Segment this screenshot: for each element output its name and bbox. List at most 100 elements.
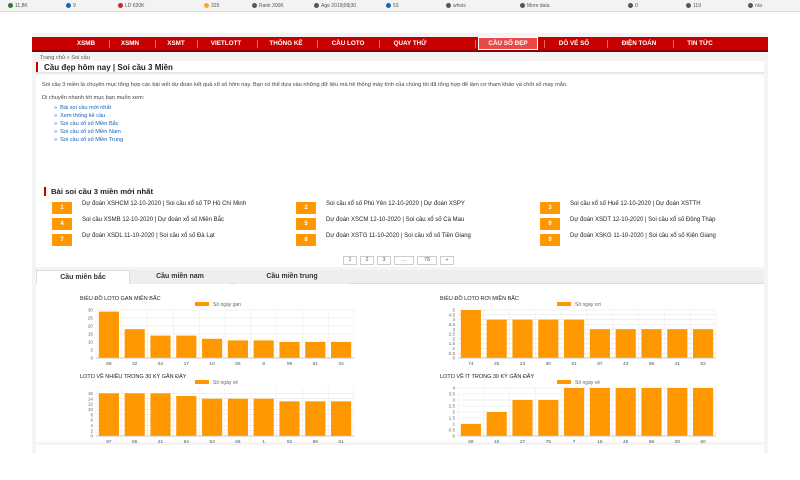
y-tick-label: 25 <box>88 316 94 321</box>
counter-icon <box>748 3 753 8</box>
page-button[interactable]: » <box>440 256 454 265</box>
page-button[interactable]: 3 <box>377 256 391 265</box>
post-title-link[interactable]: Dự đoán XSTG 11-10-2020 | Soi cầu xổ số … <box>326 233 471 239</box>
bar <box>98 393 119 436</box>
x-tick-label: 41 <box>675 361 681 367</box>
post-title-link[interactable]: Dự đoán XSCM 12-10-2020 | Soi cầu xổ số … <box>326 217 465 223</box>
toolbar-item-label: 0 <box>635 3 638 9</box>
post-title-link[interactable]: Dự đoán XSKG 11-10-2020 | Soi cầu xổ số … <box>570 233 716 239</box>
nav-item-9[interactable]: ĐIỆN TOÁN <box>621 40 657 47</box>
region-tabs: Cầu miền bắc Cầu miền nam Cầu miền trung <box>36 270 764 284</box>
nav-item-1[interactable]: XSMN <box>120 40 140 47</box>
toolbar-item-label: 119 <box>693 3 701 9</box>
toolbar-item-label: LD 630K <box>125 3 145 9</box>
toolbar-item[interactable]: 0 <box>628 3 638 9</box>
bar <box>202 338 223 358</box>
x-tick-label: 69 <box>106 361 112 367</box>
post-item[interactable]: 3 Soi cầu xổ số Huế 12-10-2020 | Dự đoán … <box>540 200 776 216</box>
post-number-badge: 5 <box>296 218 316 230</box>
bar <box>512 400 533 436</box>
toolbar-item[interactable]: 11,8K <box>8 3 28 9</box>
toolbar-item[interactable]: whois <box>446 3 466 9</box>
nav-item-2[interactable]: XSMT <box>167 40 185 47</box>
y-tick-label: 4 <box>452 317 455 322</box>
x-tick-label: 92 <box>287 439 293 445</box>
nav-item-4[interactable]: THỐNG KÊ <box>269 40 303 47</box>
post-item[interactable]: 5 Dự đoán XSCM 12-10-2020 | Soi cầu xổ số… <box>296 216 532 232</box>
quick-nav-link[interactable]: Soi cầu xổ số Miền Trung <box>54 136 758 144</box>
x-tick-label: 96 <box>649 361 655 367</box>
quick-nav-link[interactable]: Soi cầu xổ số Miền Bắc <box>54 120 758 128</box>
intro-paragraph: Soi cầu 3 miền là chuyên mục tổng hợp cá… <box>42 82 568 88</box>
x-tick-label: 87 <box>597 361 603 367</box>
page-container: XSMB XSMN XSMT VIETLOTT THỐNG KÊ CẦU LOTO QUAY… <box>32 33 768 453</box>
chevron-down-icon <box>520 3 525 8</box>
post-item[interactable]: 4 Soi cầu XSMB 12-10-2020 | Dự đoán xổ số… <box>52 216 288 232</box>
post-item[interactable]: 9 Dự đoán XSKG 11-10-2020 | Soi cầu xổ số… <box>540 232 776 248</box>
toolbar-item[interactable]: Age 2019|09|30 <box>314 3 356 9</box>
bar <box>615 388 636 436</box>
toolbar-item[interactable]: 119 <box>686 3 701 9</box>
post-number-badge: 6 <box>540 218 560 230</box>
post-title-link[interactable]: Soi cầu XSMB 12-10-2020 | Dự đoán xổ số … <box>82 217 224 223</box>
legend-label: Số ngày rơi <box>575 302 601 308</box>
breadcrumb-home-link[interactable]: Trang chủ <box>40 55 65 61</box>
quick-nav-link[interactable]: Soi cầu xổ số Miền Nam <box>54 128 758 136</box>
toolbar-item[interactable]: Rank 300K <box>252 3 284 9</box>
index-icon <box>204 3 209 8</box>
quick-nav-link[interactable]: Xem thống kê cầu <box>54 112 758 120</box>
latest-posts-title: Bài soi cầu 3 miền mới nhất <box>51 187 154 196</box>
toolbar-item[interactable]: More data <box>520 3 550 9</box>
x-tick-label: 34 <box>338 361 344 367</box>
nav-item-6[interactable]: QUAY THỬ <box>393 40 427 47</box>
post-title-link[interactable]: Dự đoán XSDL 11-10-2020 | Soi cầu xổ số … <box>82 233 215 239</box>
y-tick-label: 6 <box>90 418 93 423</box>
post-item[interactable]: 7 Dự đoán XSDL 11-10-2020 | Soi cầu xổ số… <box>52 232 288 248</box>
post-item[interactable]: 1 Dự đoán XSHCM 12-10-2020 | Soi cầu xổ s… <box>52 200 288 216</box>
bar <box>615 329 636 358</box>
nav-item-5[interactable]: CẦU LOTO <box>331 40 365 47</box>
post-title-link[interactable]: Soi cầu xổ số Phú Yên 12-10-2020 | Dự đo… <box>326 201 465 207</box>
bar <box>641 329 662 358</box>
toolbar-item[interactable]: 53 <box>386 3 399 9</box>
page-button[interactable]: 2 <box>360 256 374 265</box>
bar <box>227 340 248 358</box>
page-button[interactable]: 1 <box>343 256 357 265</box>
y-tick-label: 3 <box>452 398 455 403</box>
tab-1[interactable]: Cầu miền nam <box>130 270 230 284</box>
y-tick-label: 14 <box>88 396 94 401</box>
counter-icon <box>686 3 691 8</box>
y-tick-label: 1 <box>452 346 455 351</box>
post-title-link[interactable]: Soi cầu xổ số Huế 12-10-2020 | Dự đoán X… <box>570 201 701 207</box>
x-tick-label: 81 <box>571 361 577 367</box>
post-title-link[interactable]: Dự đoán XSHCM 12-10-2020 | Soi cầu xổ số… <box>82 201 247 207</box>
post-item[interactable]: 2 Soi cầu xổ số Phú Yên 12-10-2020 | Dự đ… <box>296 200 532 216</box>
nav-item-7[interactable]: CẦU SỐ ĐẸP <box>478 37 538 50</box>
bar <box>538 400 559 436</box>
page-button[interactable]: 78 <box>417 256 437 265</box>
nav-item-10[interactable]: TIN TỨC <box>687 40 713 47</box>
legend-swatch <box>195 302 209 306</box>
toolbar-item[interactable]: 329 <box>204 3 219 9</box>
nav-item-0[interactable]: XSMB <box>76 40 96 47</box>
nav-item-3[interactable]: VIETLOTT <box>210 40 242 47</box>
post-item[interactable]: 6 Dự đoán XSDT 12-10-2020 | Soi cầu xổ số… <box>540 216 776 232</box>
toolbar-item[interactable]: 9 <box>66 3 76 9</box>
nav-item-8[interactable]: DÒ VÉ SỐ <box>558 40 590 47</box>
y-tick-label: 0 <box>90 434 93 439</box>
bar <box>460 310 481 358</box>
post-title-link[interactable]: Dự đoán XSDT 12-10-2020 | Soi cầu xổ số … <box>570 217 716 223</box>
toolbar-item[interactable]: LD 630K <box>118 3 144 9</box>
quick-nav-list: Bài soi cầu mới nhấtXem thống kê cầuSoi … <box>54 104 758 144</box>
toolbar-item[interactable]: n/a <box>748 3 762 9</box>
x-tick-label: 10 <box>209 361 215 367</box>
tab-0[interactable]: Cầu miền bắc <box>36 270 130 284</box>
quick-nav-link[interactable]: Bài soi cầu mới nhất <box>54 104 758 112</box>
chart-title: LOTO VỀ ÍT TRONG 30 KỲ GẦN ĐÂY <box>440 374 535 380</box>
quick-nav-label: Di chuyển nhanh tới mục bạn muốn xem: <box>42 95 145 101</box>
x-tick-label: 97 <box>106 439 112 445</box>
tab-2[interactable]: Cầu miền trung <box>236 270 348 284</box>
post-item[interactable]: 8 Dự đoán XSTG 11-10-2020 | Soi cầu xổ số… <box>296 232 532 248</box>
page-button[interactable]: ... <box>394 256 414 265</box>
bar <box>305 342 326 358</box>
